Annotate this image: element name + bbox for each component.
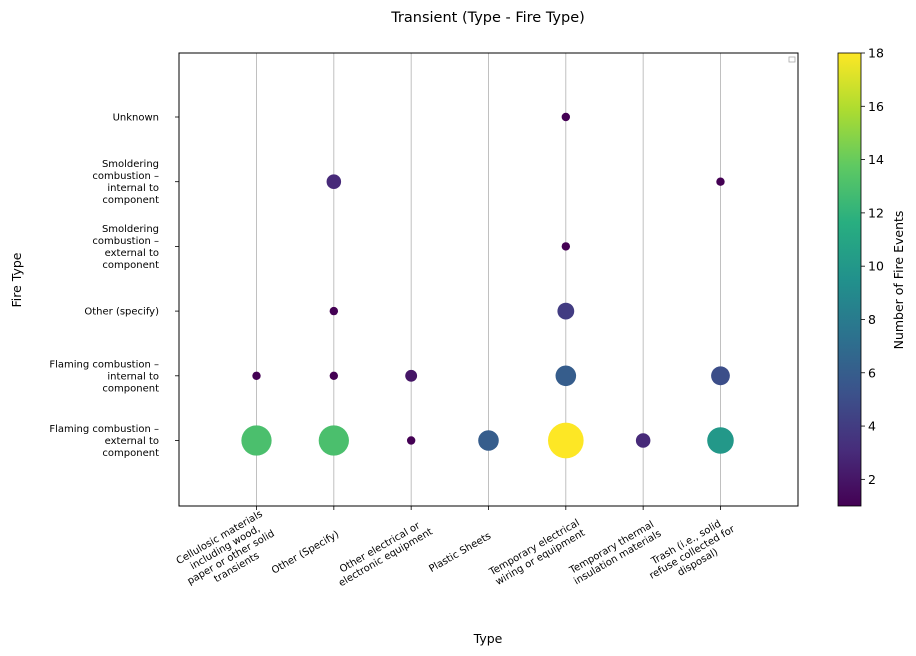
x-tick-label: Other (Specify) [270, 529, 341, 576]
legend-box [788, 56, 796, 63]
y-tick-label: Other (specify) [84, 307, 159, 318]
data-point [241, 425, 272, 456]
colorbar-tick-label: 4 [868, 419, 876, 434]
data-point [329, 371, 339, 380]
data-point [555, 365, 577, 387]
y-axis-label: Fire Type [9, 252, 24, 307]
points [241, 112, 734, 459]
data-point [478, 430, 499, 451]
colorbar [837, 52, 862, 507]
chart-title: Transient (Type - Fire Type) [390, 10, 585, 26]
colorbar-tick-label: 6 [868, 365, 876, 380]
data-point [707, 427, 734, 454]
data-point [318, 425, 349, 456]
colorbar-tick-label: 8 [868, 312, 876, 327]
gridlines [256, 53, 721, 506]
colorbar-tick-label: 12 [868, 205, 884, 220]
x-tick-label: Plastic Sheets [427, 531, 493, 575]
y-tick-label: Smoldering combustion – internal to compone… [92, 159, 159, 206]
colorbar-ticks: 2 4 6 8 10 12 14 16 18 [861, 46, 884, 487]
colorbar-tick-label: 16 [868, 99, 884, 114]
data-point [326, 174, 342, 189]
x-tick-label: Other electrical orelectronic equipment [331, 516, 434, 589]
data-point [561, 112, 571, 122]
data-point [635, 433, 651, 448]
x-tick-label: Cellulosic materialsincluding wood,paper… [174, 508, 282, 597]
colorbar-tick-label: 10 [868, 259, 884, 274]
colorbar-tick-label: 14 [868, 152, 884, 167]
data-point [711, 366, 730, 386]
data-point [557, 302, 575, 320]
x-tick-label: Trash (i.e., solidrefuse collected fordi… [642, 514, 743, 592]
colorbar-label: Number of Fire Events [891, 211, 906, 350]
y-tick-label: Unknown [113, 113, 159, 124]
data-point [561, 242, 571, 251]
y-tick-label: Flaming combustion – external to component [49, 424, 159, 459]
data-point [406, 436, 416, 445]
x-axis-ticks: Cellulosic materialsincluding wood,paper… [174, 506, 743, 597]
data-point [716, 177, 725, 186]
y-tick-label: Flaming combustion – internal to component [49, 359, 159, 394]
data-point [252, 371, 261, 380]
x-axis-label: Type [473, 631, 503, 646]
y-axis-ticks: Flaming combustion – external to component… [49, 113, 179, 459]
data-point [548, 422, 584, 459]
colorbar-tick-label: 2 [868, 472, 876, 487]
data-point [405, 369, 418, 382]
data-point [329, 306, 339, 316]
colorbar-tick-label: 18 [868, 46, 884, 61]
y-tick-label: Smoldering combustion – external to compone… [92, 224, 159, 271]
